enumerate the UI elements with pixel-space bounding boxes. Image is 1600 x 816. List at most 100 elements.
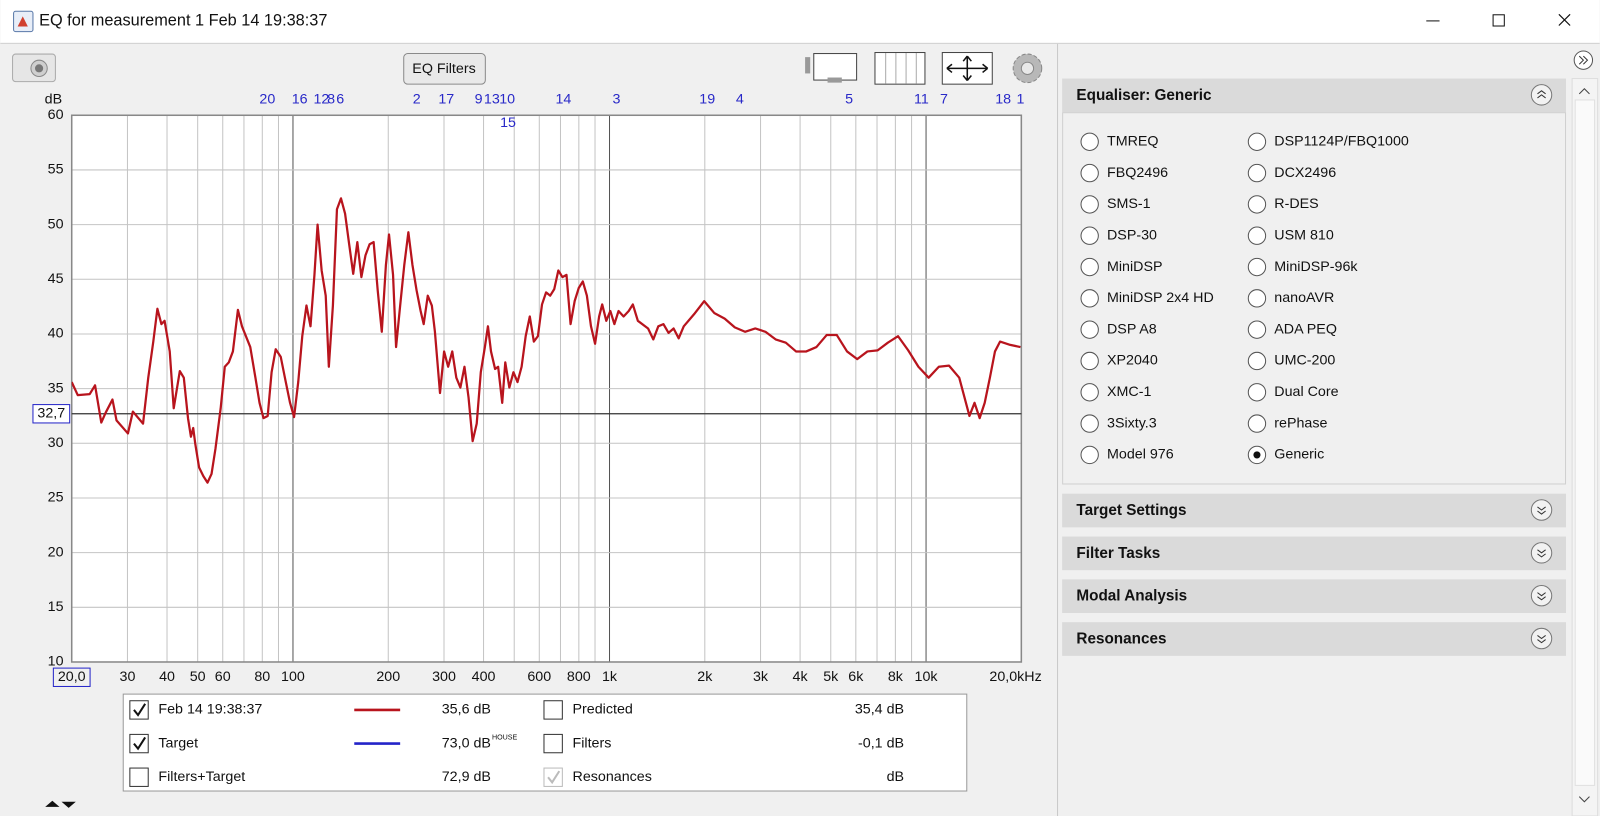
collapse-panel-button[interactable] xyxy=(1573,50,1594,70)
collapse-icon[interactable] xyxy=(1530,627,1553,650)
y-tick-label: 55 xyxy=(48,162,64,178)
filter-marker: 6 xyxy=(336,92,344,108)
grid-button[interactable] xyxy=(874,52,926,85)
filter-marker: 8 xyxy=(327,92,335,108)
checkbox[interactable] xyxy=(129,733,149,754)
radio-option[interactable]: rePhase xyxy=(1247,414,1328,433)
collapse-icon[interactable] xyxy=(1530,584,1553,607)
checkbox[interactable] xyxy=(129,700,149,720)
radio-option[interactable]: MiniDSP xyxy=(1080,257,1163,277)
checkbox[interactable] xyxy=(543,733,563,754)
eq-filters-label: EQ Filters xyxy=(412,61,475,77)
radio-option[interactable]: Dual Core xyxy=(1247,383,1339,402)
collapse-icon-chevrons xyxy=(1537,592,1546,601)
filter-marker: 13 xyxy=(484,92,500,108)
x-tick-label: 400 xyxy=(472,669,496,685)
radio-button xyxy=(1247,132,1267,151)
maximize-button[interactable] xyxy=(1492,14,1505,27)
radio-button xyxy=(1247,289,1267,308)
legend-name: Filters xyxy=(573,735,612,751)
eq-filters-button[interactable]: EQ Filters xyxy=(403,53,486,85)
checkbox[interactable] xyxy=(543,700,563,720)
radio-option[interactable]: SMS-1 xyxy=(1080,195,1151,214)
section-header[interactable] xyxy=(1062,493,1567,528)
legend-readout: 73,0 dB xyxy=(442,735,491,751)
radio-option[interactable]: Generic xyxy=(1247,445,1324,465)
legend-name: Predicted xyxy=(573,702,633,718)
close-button[interactable] xyxy=(1558,13,1571,26)
settings-button[interactable] xyxy=(1012,53,1043,84)
radio-button xyxy=(1080,289,1099,308)
radio-option[interactable]: UMC-200 xyxy=(1247,351,1335,371)
radio-option[interactable]: DCX2496 xyxy=(1247,163,1336,183)
radio-option[interactable]: 3Sixty.3 xyxy=(1080,414,1157,433)
radio-option[interactable]: FBQ2496 xyxy=(1080,163,1168,183)
x-tick-label: 200 xyxy=(376,669,400,685)
radio-option[interactable]: nanoAVR xyxy=(1247,289,1334,308)
y-tick-label: 35 xyxy=(48,380,64,396)
filter-marker: 20 xyxy=(259,92,275,108)
filter-marker: 14 xyxy=(555,92,571,108)
legend-note: HOUSE xyxy=(492,733,518,741)
radio-label: MiniDSP 2x4 HD xyxy=(1107,290,1214,306)
fit-button[interactable] xyxy=(941,52,993,85)
radio-button xyxy=(1080,351,1099,371)
equaliser-header[interactable] xyxy=(1062,78,1567,113)
legend: Feb 14 19:38:37 35,6 dB Target 73,0 dB HOUSE… xyxy=(122,693,968,792)
radio-option[interactable]: Model 976 xyxy=(1080,445,1174,465)
radio-option[interactable]: R-DES xyxy=(1247,195,1319,214)
x-tick-label: 5k xyxy=(823,669,839,685)
x-range-box[interactable] xyxy=(52,667,91,687)
radio-label: XMC-1 xyxy=(1107,384,1151,400)
collapse-icon[interactable] xyxy=(1530,542,1553,564)
x-tick-label: 60 xyxy=(215,669,231,685)
target-level-box[interactable] xyxy=(32,404,71,424)
radio-option[interactable]: MiniDSP-96k xyxy=(1247,257,1358,277)
x-tick-label: 10k xyxy=(915,669,939,685)
section-header[interactable] xyxy=(1062,622,1567,656)
radio-button xyxy=(1247,414,1267,433)
checkbox-tick xyxy=(133,703,147,717)
checkbox-box xyxy=(543,700,563,720)
x-tick-label: 800 xyxy=(567,669,591,685)
radio-option[interactable]: DSP1124P/FBQ1000 xyxy=(1247,132,1409,151)
legend-readout: 35,4 dB xyxy=(855,702,904,718)
filter-marker: 3 xyxy=(613,92,621,108)
section-header[interactable] xyxy=(1062,536,1567,571)
section-title: Modal Analysis xyxy=(1076,588,1187,605)
radio-option[interactable]: XMC-1 xyxy=(1080,383,1151,402)
camera-button[interactable] xyxy=(12,53,56,83)
radio-label: rePhase xyxy=(1274,415,1327,431)
radio-button xyxy=(1080,445,1099,465)
radio-option[interactable]: ADA PEQ xyxy=(1247,320,1337,339)
target-level-label: 32,7 xyxy=(37,406,65,422)
view-button[interactable] xyxy=(805,53,858,83)
x-tick-label: 40 xyxy=(159,669,175,685)
filter-marker: 12 xyxy=(313,92,329,108)
y-axis-label: dB xyxy=(45,92,62,108)
resize-arrows[interactable] xyxy=(45,800,76,808)
radio-option[interactable]: DSP-30 xyxy=(1080,226,1157,245)
radio-option[interactable]: XP2040 xyxy=(1080,351,1158,371)
scrollbar[interactable] xyxy=(1571,78,1599,816)
x-tick-label: 600 xyxy=(527,669,551,685)
radio-button xyxy=(1080,257,1099,277)
collapse-icon[interactable] xyxy=(1530,499,1553,521)
radio-option[interactable]: TMREQ xyxy=(1080,132,1159,151)
radio-label: USM 810 xyxy=(1274,227,1334,243)
section-title: Resonances xyxy=(1076,631,1166,648)
equaliser-body xyxy=(1062,112,1567,485)
radio-label: Generic xyxy=(1274,447,1324,463)
checkbox[interactable] xyxy=(129,767,149,787)
x-tick-label: 20,0 xyxy=(58,669,86,685)
section-header[interactable] xyxy=(1062,579,1567,614)
filter-marker: 2 xyxy=(413,92,421,108)
collapse-icon[interactable] xyxy=(1530,84,1553,106)
radio-option[interactable]: USM 810 xyxy=(1247,226,1334,245)
radio-option[interactable]: MiniDSP 2x4 HD xyxy=(1080,289,1214,308)
radio-button xyxy=(1080,383,1099,402)
radio-button xyxy=(1080,195,1099,214)
radio-option[interactable]: DSP A8 xyxy=(1080,320,1157,339)
legend-name: Filters+Target xyxy=(158,769,245,785)
